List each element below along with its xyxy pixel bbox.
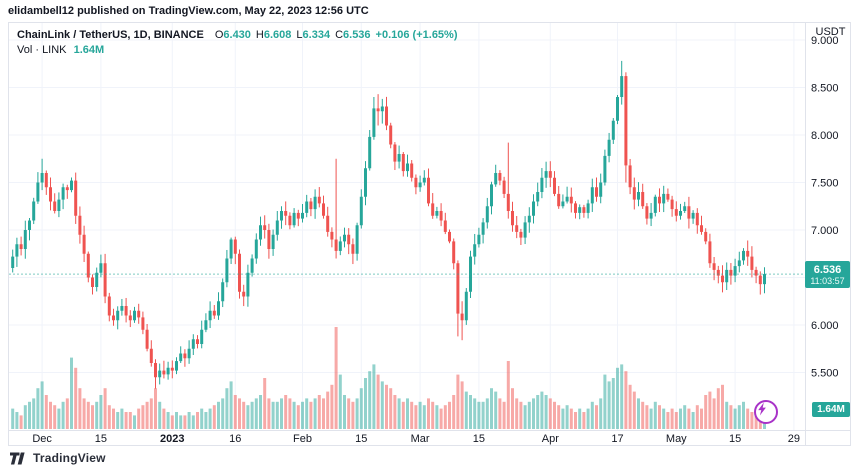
svg-text:6.000: 6.000 xyxy=(811,320,839,332)
bar-countdown: 11:03:57 xyxy=(810,275,845,286)
svg-text:16: 16 xyxy=(229,433,241,445)
svg-text:15: 15 xyxy=(473,433,485,445)
close-label: C xyxy=(335,29,344,41)
candlesticks xyxy=(11,60,766,389)
svg-text:2023: 2023 xyxy=(160,433,184,445)
svg-text:15: 15 xyxy=(355,433,367,445)
svg-text:May: May xyxy=(666,433,687,445)
chart-legend: ChainLink / TetherUS, 1D, BINANCE O6.430 H… xyxy=(17,28,458,58)
high-value: 6.608 xyxy=(263,29,292,41)
svg-text:Feb: Feb xyxy=(293,433,312,445)
grid-lines xyxy=(9,23,805,430)
low-value: 6.334 xyxy=(302,29,331,41)
svg-text:8.000: 8.000 xyxy=(811,130,839,142)
svg-text:Mar: Mar xyxy=(411,433,430,445)
volume-axis-badge: 1.64M xyxy=(812,402,850,417)
legend-ohlc-row: ChainLink / TetherUS, 1D, BINANCE O6.430 H… xyxy=(17,28,458,43)
svg-text:29: 29 xyxy=(788,433,800,445)
chart-panel[interactable]: 9.0008.5008.0007.5007.0006.5006.0005.500… xyxy=(8,22,851,446)
high-label: H xyxy=(255,29,264,41)
symbol-title[interactable]: ChainLink / TetherUS, 1D, BINANCE xyxy=(17,29,204,41)
last-price-badge: 6.536 11:03:57 xyxy=(805,261,850,288)
last-price-value: 6.536 xyxy=(813,263,842,276)
tradingview-logo-icon xyxy=(10,452,25,464)
attribution-text: elidambell12 published on TradingView.co… xyxy=(8,5,369,17)
svg-text:9.000: 9.000 xyxy=(811,35,839,47)
change-value: +0.106 (+1.65%) xyxy=(375,29,458,41)
volume-value: 1.64M xyxy=(73,44,105,56)
svg-text:5.500: 5.500 xyxy=(811,368,839,380)
open-label: O xyxy=(214,29,224,41)
tradingview-attribution[interactable]: TradingView xyxy=(10,451,106,465)
svg-text:Apr: Apr xyxy=(542,433,559,445)
legend-volume-row: Vol · LINK 1.64M xyxy=(17,43,458,58)
lightning-bolt-icon xyxy=(758,402,766,416)
price-axis-currency: USDT xyxy=(815,26,846,38)
svg-text:15: 15 xyxy=(729,433,741,445)
chart-plot[interactable]: 9.0008.5008.0007.5007.0006.5006.0005.500… xyxy=(9,23,850,445)
axis-separators xyxy=(9,23,850,445)
svg-text:Dec: Dec xyxy=(32,433,52,445)
svg-text:7.500: 7.500 xyxy=(811,178,839,190)
tradingview-logo-text: TradingView xyxy=(33,451,106,465)
volume-label: Vol · LINK xyxy=(17,44,67,56)
close-value: 6.536 xyxy=(343,29,371,41)
svg-text:7.000: 7.000 xyxy=(811,225,839,237)
svg-text:8.500: 8.500 xyxy=(811,83,839,95)
low-label: L xyxy=(296,29,303,41)
open-value: 6.430 xyxy=(223,29,251,41)
svg-text:17: 17 xyxy=(611,433,623,445)
volume-bars xyxy=(11,327,766,429)
time-axis-labels[interactable]: Dec 15 2023 16 Feb 15 Mar 15 Apr 17 May 15 29 xyxy=(32,433,800,445)
flash-snapshot-button[interactable] xyxy=(754,400,778,424)
svg-text:15: 15 xyxy=(95,433,107,445)
